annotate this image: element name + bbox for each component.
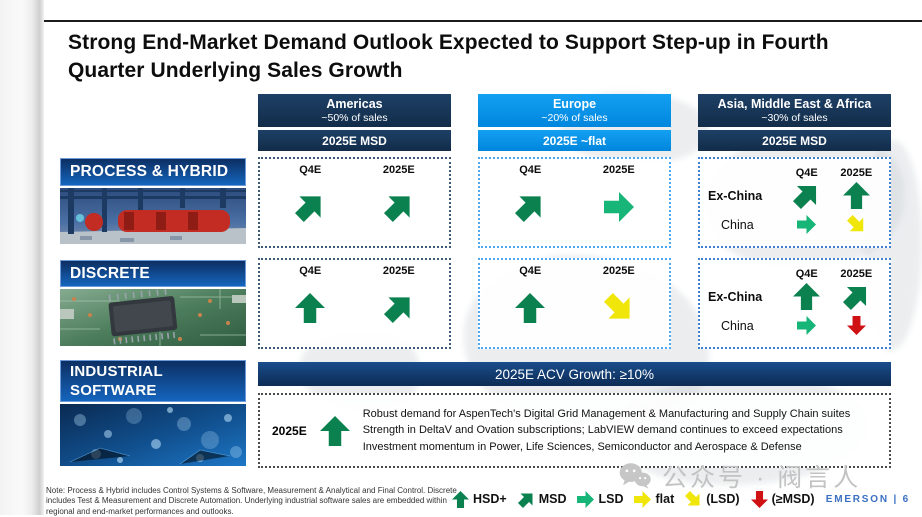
col-header-q4e: Q4E bbox=[795, 267, 818, 280]
cell-process-hybrid-europe: Q4E 2025E bbox=[478, 157, 671, 248]
col-header-2025e: 2025E bbox=[382, 265, 415, 277]
page-edge-gutter bbox=[0, 0, 44, 515]
arrow-discrete-asia-china-2025e bbox=[846, 316, 866, 335]
region-outlook-asia: 2025E MSD bbox=[698, 130, 891, 151]
region-outlook-americas: 2025E MSD bbox=[258, 130, 451, 151]
software-bullet: Investment momentum in Power, Life Scien… bbox=[362, 440, 802, 453]
region-name: Asia, Middle East & Africa bbox=[717, 96, 872, 111]
software-bullet: Strength in DeltaV and Ovation subscript… bbox=[362, 424, 843, 437]
arrow-discrete-asia-exchina-q4e bbox=[793, 283, 821, 310]
slide-top-border bbox=[44, 20, 922, 22]
legend-label: HSD+ bbox=[473, 492, 507, 506]
acv-growth-banner: 2025E ACV Growth: ≥10% bbox=[258, 362, 891, 386]
tech-bokeh-image bbox=[60, 404, 246, 466]
wechat-watermark: 公众号 · 阀言人 bbox=[618, 458, 861, 494]
legend-item-lsd-down: (LSD) bbox=[685, 490, 740, 508]
arrow-process-hybrid-asia-exchina-q4e bbox=[793, 182, 820, 210]
footnote: Note: Process & Hybrid includes Control … bbox=[46, 486, 457, 516]
discrete-photo bbox=[60, 289, 246, 346]
industrial-plant-image bbox=[60, 188, 246, 244]
region-name: Europe bbox=[552, 96, 597, 111]
slide: Strong End-Market Demand Outlook Expecte… bbox=[44, 0, 922, 516]
col-header-q4e: Q4E bbox=[299, 265, 322, 277]
emerson-logo-page-number: EMERSON | 6 bbox=[825, 493, 910, 505]
arrow-discrete-asia-exchina-2025e bbox=[842, 283, 870, 311]
row-label-process-hybrid: PROCESS & HYBRID bbox=[60, 158, 246, 186]
legend-label: LSD bbox=[598, 492, 624, 506]
cell-process-hybrid-americas: Q4E 2025E bbox=[258, 157, 451, 248]
right-arrow-icon bbox=[577, 490, 595, 508]
legend-label: MSD bbox=[538, 492, 567, 506]
down-arrow-icon bbox=[750, 490, 768, 508]
cell-discrete-europe: Q4E 2025E bbox=[478, 258, 671, 349]
row-label-discrete: DISCRETE bbox=[60, 260, 246, 287]
col-header-q4e: Q4E bbox=[519, 265, 542, 277]
legend-label: flat bbox=[655, 492, 675, 506]
legend-item-msd: MSD bbox=[517, 491, 567, 508]
software-bullet: Robust demand for AspenTech's Digital Gr… bbox=[362, 407, 851, 420]
watermark-text: 公众号 · 阀言人 bbox=[662, 464, 862, 492]
col-header-2025e: 2025E bbox=[602, 265, 635, 277]
arrow-discrete-europe-2025e bbox=[603, 292, 634, 323]
arrow-process-hybrid-europe-q4e bbox=[515, 192, 545, 223]
industrial-software-detail-box: 2025E Robust demand for AspenTech's Digi… bbox=[258, 393, 891, 468]
col-header-q4e: Q4E bbox=[299, 164, 322, 176]
arrow-discrete-asia-china-q4e bbox=[797, 316, 817, 335]
legend-item-msd-down: (≥MSD) bbox=[750, 490, 815, 508]
legend-item-hsd: HSD+ bbox=[452, 490, 507, 508]
software-year-label: 2025E bbox=[272, 423, 307, 438]
label-ex-china: Ex-China bbox=[708, 289, 763, 304]
region-share: ~30% of sales bbox=[761, 111, 828, 124]
legend-item-lsd: LSD bbox=[577, 490, 624, 508]
row-label-industrial-software: INDUSTRIAL SOFTWARE bbox=[60, 360, 246, 402]
cell-discrete-americas: Q4E 2025E bbox=[258, 258, 451, 349]
label-china: China bbox=[721, 217, 754, 232]
up-arrow-icon bbox=[452, 490, 469, 508]
label-ex-china: Ex-China bbox=[708, 188, 763, 203]
label-china: China bbox=[721, 318, 754, 333]
arrow-industrial-software-2025e bbox=[319, 415, 350, 446]
col-header-2025e: 2025E bbox=[602, 164, 635, 176]
col-header-2025e: 2025E bbox=[382, 164, 415, 176]
arrow-process-hybrid-asia-exchina-2025e bbox=[842, 182, 870, 209]
down-right-arrow-icon bbox=[685, 490, 702, 508]
software-bullet-list: Robust demand for AspenTech's Digital Gr… bbox=[363, 406, 851, 456]
row-label-line2: SOFTWARE bbox=[70, 382, 157, 399]
region-header-asia: Asia, Middle East & Africa ~30% of sales bbox=[698, 94, 891, 127]
cell-discrete-asia: Q4E 2025E Ex-China China bbox=[698, 258, 891, 349]
legend-item-flat: flat bbox=[634, 490, 675, 508]
col-header-2025e: 2025E bbox=[840, 267, 873, 280]
arrow-process-hybrid-americas-q4e bbox=[295, 192, 325, 223]
row-label-line1: INDUSTRIAL bbox=[70, 362, 163, 380]
up-right-arrow-icon bbox=[517, 491, 535, 508]
legend-label: (LSD) bbox=[706, 492, 740, 506]
col-header-q4e: Q4E bbox=[795, 166, 818, 179]
region-share: ~50% of sales bbox=[321, 111, 388, 124]
arrow-process-hybrid-europe-2025e bbox=[603, 192, 634, 222]
col-header-2025e: 2025E bbox=[840, 166, 873, 179]
region-header-americas: Americas ~50% of sales bbox=[258, 94, 451, 127]
col-header-q4e: Q4E bbox=[519, 164, 542, 176]
region-share: ~20% of sales bbox=[541, 111, 608, 124]
arrow-process-hybrid-americas-2025e bbox=[383, 192, 414, 223]
industrial-software-photo bbox=[60, 404, 246, 466]
region-name: Americas bbox=[326, 96, 383, 111]
arrow-discrete-americas-q4e bbox=[295, 293, 326, 323]
region-outlook-europe: 2025E ~flat bbox=[478, 130, 671, 151]
arrow-process-hybrid-asia-china-2025e bbox=[846, 214, 866, 234]
process-hybrid-photo bbox=[60, 188, 246, 244]
cell-process-hybrid-asia: Q4E 2025E Ex-China China bbox=[698, 157, 891, 248]
legend-label: (≥MSD) bbox=[771, 492, 815, 506]
arrow-process-hybrid-asia-china-q4e bbox=[797, 215, 817, 234]
legend: HSD+ MSD LSD flat (LSD) (≥MSD) E bbox=[452, 487, 910, 511]
right-arrow-icon bbox=[634, 490, 652, 508]
arrow-discrete-americas-2025e bbox=[383, 293, 414, 324]
region-header-europe: Europe ~20% of sales bbox=[478, 94, 671, 127]
circuit-board-image bbox=[60, 289, 246, 346]
wechat-icon bbox=[619, 463, 651, 489]
slide-title: Strong End-Market Demand Outlook Expecte… bbox=[68, 31, 829, 83]
arrow-discrete-europe-q4e bbox=[515, 293, 546, 323]
